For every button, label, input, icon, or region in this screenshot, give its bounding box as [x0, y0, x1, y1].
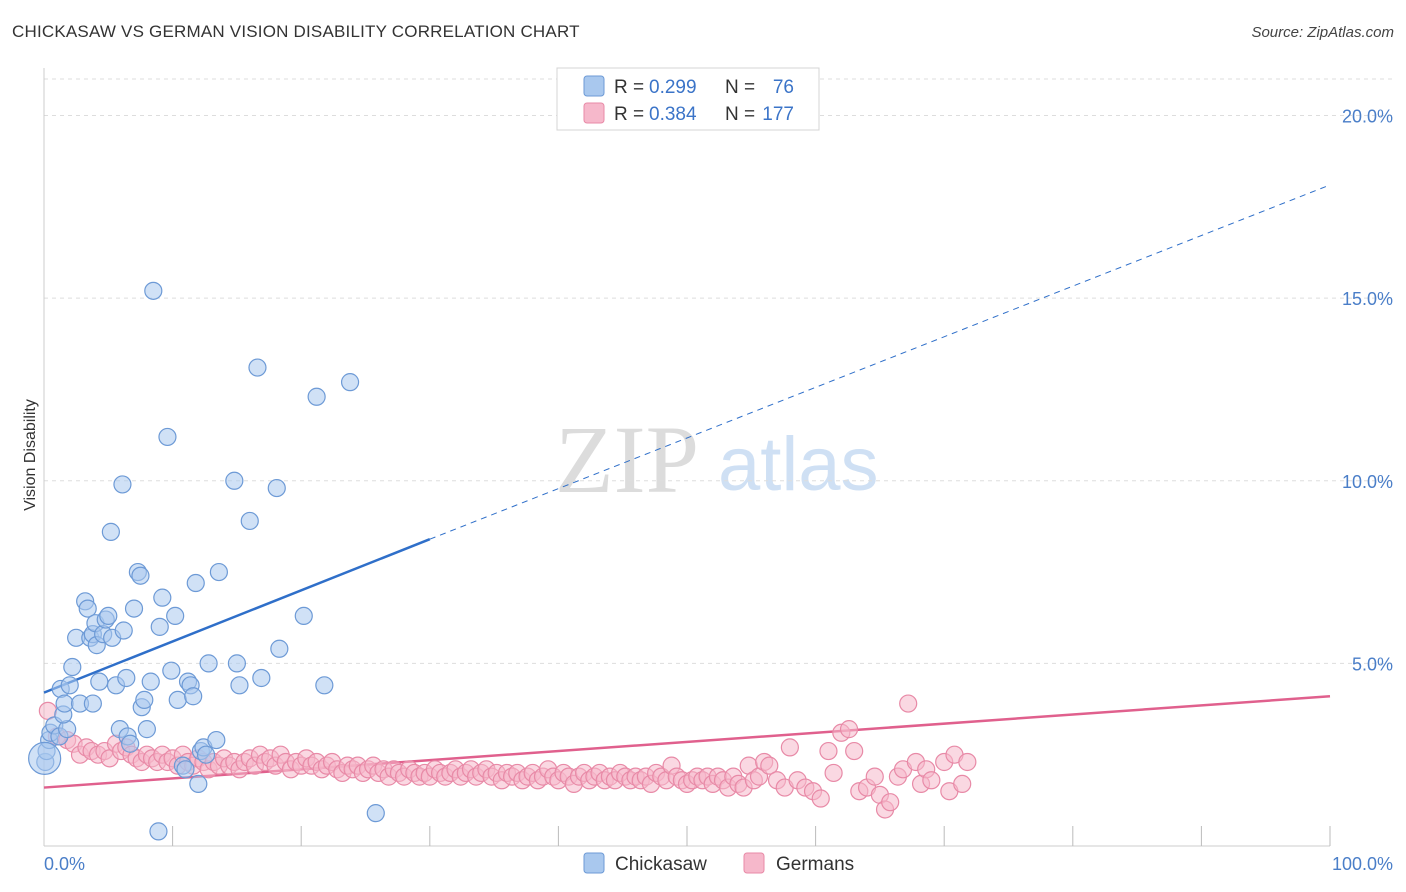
germans-points: [38, 694, 977, 819]
chickasaw-point: [240, 511, 259, 531]
y-tick-label: 20.0%: [1342, 107, 1393, 127]
chickasaw-point: [117, 668, 136, 688]
chickasaw-point: [199, 654, 218, 673]
chickasaw-point: [153, 588, 172, 607]
legend-n-label: N =: [725, 104, 755, 125]
chickasaw-point: [307, 387, 326, 406]
chickasaw-point: [168, 690, 187, 710]
gridlines: [44, 78, 1392, 664]
y-tick-label: 5.0%: [1352, 654, 1393, 674]
legend-r-label: R =: [614, 77, 644, 98]
germans-point: [811, 789, 830, 808]
x-tick-labels: 0.0% 100.0%: [44, 854, 1393, 874]
chickasaw-point: [209, 562, 228, 582]
chickasaw-point: [315, 676, 334, 695]
chickasaw-point: [189, 774, 208, 794]
bottom-legend-chickasaw: Chickasaw: [615, 854, 707, 875]
bottom-legend: Chickasaw Germans: [583, 852, 854, 875]
x-tick-label: 100.0%: [1332, 854, 1393, 874]
chickasaw-point: [227, 654, 246, 673]
chickasaw-point: [225, 471, 244, 490]
germans-point: [824, 763, 843, 783]
y-tick-label: 10.0%: [1342, 472, 1393, 492]
watermark-atlas: atlas: [718, 422, 879, 507]
chickasaw-point: [207, 730, 226, 750]
bottom-legend-germans: Germans: [776, 854, 854, 875]
y-axis-title: Vision Disability: [22, 399, 39, 511]
legend-swatch-chickasaw: [583, 75, 605, 97]
watermark-zip: ZIP: [555, 406, 699, 513]
y-tick-label: 15.0%: [1342, 289, 1393, 309]
germans-point: [845, 741, 864, 761]
chickasaw-point: [252, 668, 271, 688]
chickasaw-point: [166, 606, 185, 626]
chickasaw-point: [141, 672, 160, 691]
chickasaw-point: [135, 690, 154, 710]
chickasaw-point: [137, 720, 156, 739]
germans-point: [953, 774, 972, 794]
chickasaw-point: [267, 478, 286, 498]
chickasaw-point: [162, 661, 181, 680]
legend-n-value: 76: [773, 77, 794, 98]
legend-n-value: 177: [762, 104, 794, 125]
watermark: ZIP atlas: [555, 406, 879, 513]
chickasaw-point: [78, 599, 97, 618]
legend-n-label: N =: [725, 77, 755, 98]
germans-point: [760, 756, 779, 775]
chickasaw-points: [28, 281, 385, 841]
chickasaw-point: [196, 745, 216, 764]
chickasaw-trend-extension: [429, 184, 1331, 540]
chickasaw-trend-line: [43, 538, 431, 694]
chickasaw-point: [186, 573, 205, 593]
germans-point: [839, 720, 859, 739]
legend-r-label: R =: [614, 104, 644, 125]
chickasaw-point: [149, 822, 168, 841]
chickasaw-point: [63, 657, 82, 677]
chickasaw-point: [270, 639, 289, 658]
chickasaw-point: [90, 672, 109, 691]
chickasaw-point: [248, 358, 267, 377]
chickasaw-point: [114, 621, 133, 640]
chickasaw-point: [28, 741, 62, 775]
germans-point: [899, 694, 918, 713]
chickasaw-point: [176, 760, 195, 779]
chickasaw-point: [101, 522, 120, 541]
chickasaw-point: [124, 599, 144, 618]
chickasaw-point: [131, 566, 150, 585]
x-tick-label: 0.0%: [44, 854, 85, 874]
chickasaw-point: [121, 734, 140, 753]
germans-point: [865, 767, 884, 786]
chickasaw-point: [99, 606, 118, 626]
legend-swatch-germans: [583, 102, 605, 124]
chickasaw-point: [113, 475, 132, 494]
chart-title: CHICKASAW VS GERMAN VISION DISABILITY CO…: [12, 22, 580, 41]
bottom-legend-swatch-chickasaw: [583, 852, 605, 874]
chickasaw-point: [366, 804, 385, 823]
germans-point: [881, 793, 900, 812]
bottom-legend-swatch-germans: [743, 852, 765, 874]
germans-point: [922, 771, 941, 790]
legend-r-value: 0.299: [649, 77, 697, 98]
chickasaw-point: [294, 606, 313, 626]
chickasaw-point: [230, 676, 249, 695]
germans-point: [819, 741, 838, 761]
chickasaw-point: [60, 676, 79, 695]
chickasaw-point: [150, 617, 169, 636]
chickasaw-point: [184, 687, 203, 706]
chickasaw-point: [83, 694, 102, 713]
germans-point: [780, 738, 799, 757]
legend: R = 0.299 N = 76 R = 0.384 N = 177: [556, 67, 820, 131]
chickasaw-point: [55, 694, 74, 713]
source-label: Source: ZipAtlas.com: [1251, 24, 1394, 41]
chickasaw-point: [158, 427, 177, 447]
y-tick-labels: 5.0% 10.0% 15.0% 20.0%: [1342, 107, 1393, 675]
chickasaw-point: [340, 373, 360, 392]
chickasaw-point: [144, 281, 163, 300]
germans-point: [958, 752, 977, 772]
legend-r-value: 0.384: [649, 104, 697, 125]
